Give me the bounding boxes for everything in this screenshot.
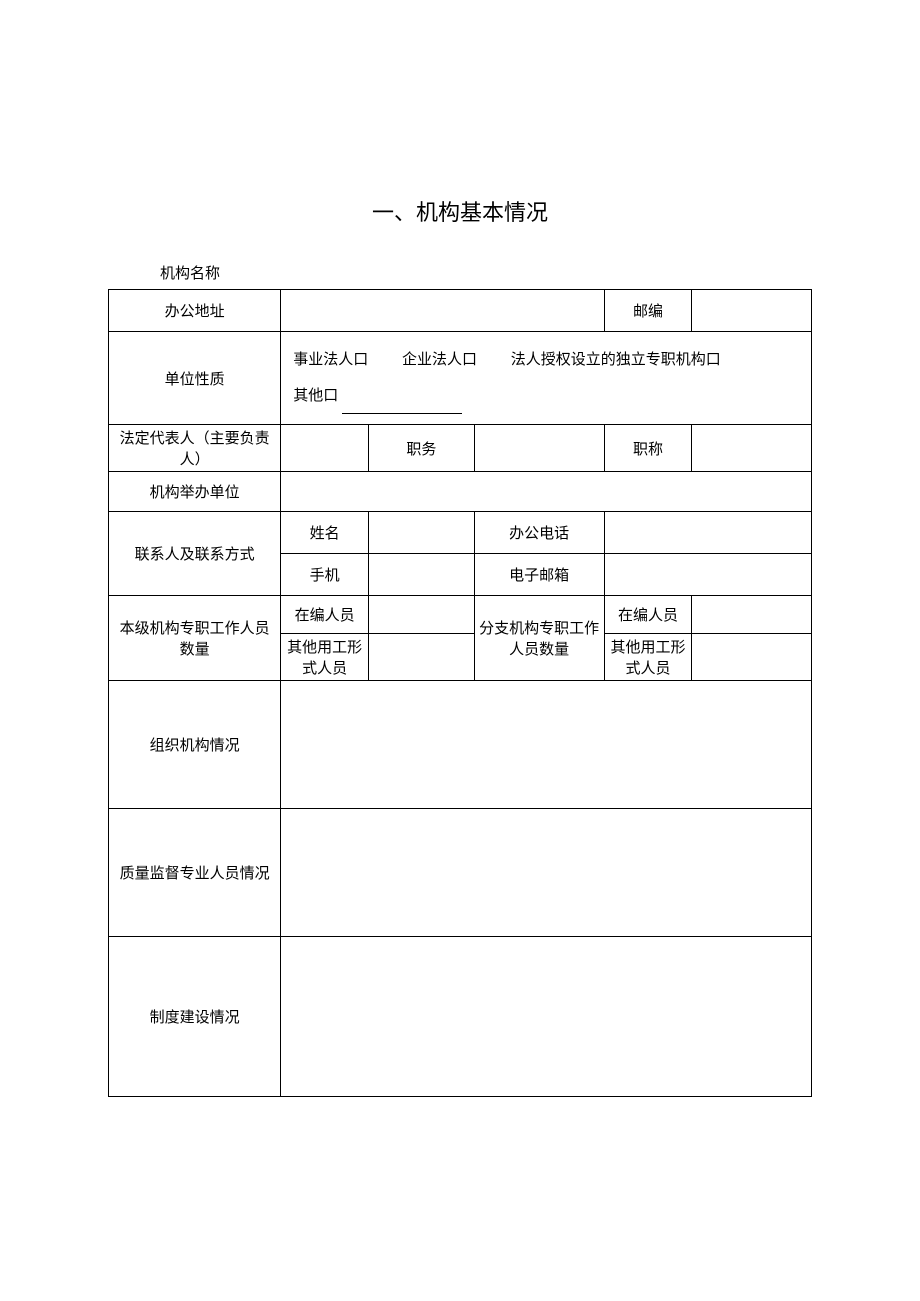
mobile-label: 手机 [281, 554, 369, 596]
system-building-value[interactable] [281, 937, 812, 1097]
contact-name-value[interactable] [369, 512, 474, 554]
local-staff-label: 本级机构专职工作人员数量 [109, 596, 281, 681]
postcode-label: 邮编 [604, 290, 692, 332]
legal-rep-row: 法定代表人（主要负责人） 职务 职称 [109, 425, 812, 472]
local-permanent-label: 在编人员 [281, 596, 369, 634]
title-rank-label: 职称 [604, 425, 692, 472]
position-value[interactable] [474, 425, 604, 472]
sponsor-value[interactable] [281, 472, 812, 512]
staff-row-1: 本级机构专职工作人员数量 在编人员 分支机构专职工作人员数量 在编人员 [109, 596, 812, 634]
email-label: 电子邮箱 [474, 554, 604, 596]
nature-opt-1[interactable]: 事业法人口 [293, 342, 368, 378]
address-row: 办公地址 邮编 [109, 290, 812, 332]
mobile-value[interactable] [369, 554, 474, 596]
position-label: 职务 [369, 425, 474, 472]
local-other-value[interactable] [369, 634, 474, 681]
branch-permanent-label: 在编人员 [604, 596, 692, 634]
nature-label: 单位性质 [109, 332, 281, 425]
legal-rep-label: 法定代表人（主要负责人） [109, 425, 281, 472]
nature-opt-4[interactable]: 其他口 [293, 388, 338, 404]
nature-options[interactable]: 事业法人口 企业法人口 法人授权设立的独立专职机构口 其他口 [281, 332, 812, 425]
system-building-label: 制度建设情况 [109, 937, 281, 1097]
form-table: 办公地址 邮编 单位性质 事业法人口 企业法人口 法人授权设立的独立专职机构口 … [108, 289, 812, 1097]
page-title: 一、机构基本情况 [0, 0, 920, 262]
local-other-label: 其他用工形式人员 [281, 634, 369, 681]
contact-name-label: 姓名 [281, 512, 369, 554]
form-container: 机构名称 办公地址 邮编 单位性质 事业法人口 企业法人口 法人授权设立的独立专… [0, 262, 920, 1097]
nature-opt-2[interactable]: 企业法人口 [402, 342, 477, 378]
system-building-row: 制度建设情况 [109, 937, 812, 1097]
address-label: 办公地址 [109, 290, 281, 332]
local-permanent-value[interactable] [369, 596, 474, 634]
org-structure-value[interactable] [281, 681, 812, 809]
org-structure-row: 组织机构情况 [109, 681, 812, 809]
email-value[interactable] [604, 554, 811, 596]
branch-other-label: 其他用工形式人员 [604, 634, 692, 681]
sponsor-row: 机构举办单位 [109, 472, 812, 512]
sponsor-label: 机构举办单位 [109, 472, 281, 512]
branch-permanent-value[interactable] [692, 596, 812, 634]
postcode-value[interactable] [692, 290, 812, 332]
org-name-label: 机构名称 [108, 262, 812, 289]
branch-other-value[interactable] [692, 634, 812, 681]
quality-staff-value[interactable] [281, 809, 812, 937]
address-value[interactable] [281, 290, 604, 332]
nature-opt-3[interactable]: 法人授权设立的独立专职机构口 [511, 342, 721, 378]
office-phone-value[interactable] [604, 512, 811, 554]
legal-rep-name-value[interactable] [281, 425, 369, 472]
nature-other-blank[interactable] [342, 400, 462, 414]
contact-label: 联系人及联系方式 [109, 512, 281, 596]
quality-staff-label: 质量监督专业人员情况 [109, 809, 281, 937]
title-rank-value[interactable] [692, 425, 812, 472]
office-phone-label: 办公电话 [474, 512, 604, 554]
nature-row: 单位性质 事业法人口 企业法人口 法人授权设立的独立专职机构口 其他口 [109, 332, 812, 425]
quality-staff-row: 质量监督专业人员情况 [109, 809, 812, 937]
branch-staff-label: 分支机构专职工作人员数量 [474, 596, 604, 681]
org-structure-label: 组织机构情况 [109, 681, 281, 809]
contact-row-1: 联系人及联系方式 姓名 办公电话 [109, 512, 812, 554]
